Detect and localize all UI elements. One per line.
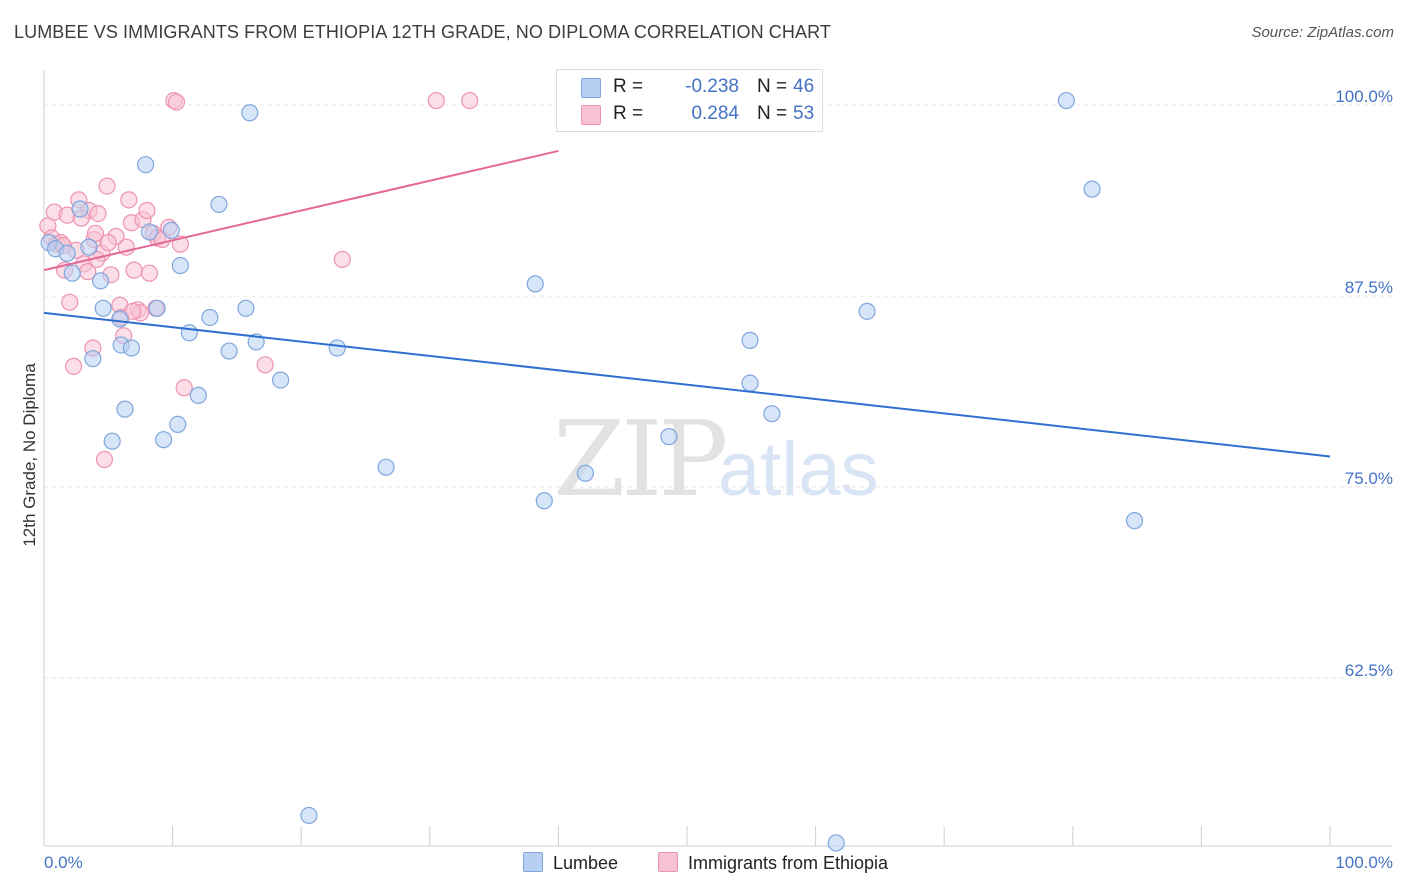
watermark-atlas: atlas	[718, 427, 879, 512]
ethiopia-point	[140, 264, 159, 282]
lumbee-point	[858, 302, 876, 320]
lumbee-point	[122, 339, 141, 357]
lumbee-point	[300, 806, 318, 825]
lumbee-point	[741, 331, 759, 349]
lumbee-point	[94, 299, 112, 317]
x-tick-label: 0.0%	[44, 853, 83, 872]
lumbee-point	[576, 464, 595, 482]
lumbee-point	[80, 238, 98, 256]
lumbee-point	[136, 156, 155, 174]
lumbee-point	[1083, 180, 1101, 198]
r-value: 0.284	[691, 103, 739, 124]
n-value: 53	[793, 103, 815, 124]
ethiopia-point	[125, 261, 143, 279]
chart-title: LUMBEE VS IMMIGRANTS FROM ETHIOPIA 12TH …	[14, 22, 831, 42]
lumbee-swatch	[523, 852, 543, 872]
ethiopia-point	[64, 357, 83, 375]
trend-lines	[43, 149, 1331, 458]
lumbee-point	[763, 405, 781, 423]
r-value: -0.238	[685, 76, 739, 97]
y-tick-label: 62.5%	[1344, 661, 1393, 680]
legend-item-ethiopia: Immigrants from Ethiopia	[658, 852, 888, 874]
lumbee-point	[71, 200, 89, 218]
lumbee-point	[58, 244, 76, 262]
n-value: 46	[793, 76, 815, 97]
x-tick-label: 100.0%	[1335, 853, 1393, 872]
lumbee-point	[148, 299, 166, 317]
lumbee-point	[140, 223, 159, 241]
lumbee-point	[377, 458, 395, 476]
lumbee-point	[189, 386, 207, 404]
ethiopia-point	[427, 91, 445, 110]
lumbee-point	[237, 299, 255, 317]
lumbee-trend-line	[43, 311, 1331, 458]
source-credit: Source: ZipAtlas.com	[1251, 24, 1394, 41]
r-label: R =	[613, 76, 644, 97]
lumbee-point	[116, 400, 134, 418]
lumbee-point	[111, 310, 129, 328]
legend-label: Immigrants from Ethiopia	[688, 853, 889, 873]
ethiopia-trend-line	[43, 149, 559, 272]
axes	[43, 70, 1392, 847]
ethiopia-point	[99, 234, 117, 252]
gridlines	[44, 104, 1392, 679]
lumbee-point	[154, 431, 173, 449]
lumbee-point	[660, 428, 678, 446]
r-label: R =	[613, 103, 644, 124]
lumbee-point	[1057, 91, 1075, 110]
ethiopia-swatch	[658, 852, 678, 872]
y-axis-label: 12th Grade, No Diploma	[20, 363, 39, 547]
ethiopia-point	[138, 201, 156, 220]
ethiopia-point	[86, 224, 105, 243]
lumbee-point	[180, 324, 198, 342]
lumbee-point	[84, 350, 102, 368]
ethiopia-point	[124, 302, 142, 320]
stats-legend: R = -0.238 N = 46 R = 0.284 N = 53	[556, 69, 823, 132]
lumbee-swatch	[581, 78, 601, 98]
ethiopia-point	[95, 450, 114, 469]
lumbee-point	[526, 275, 544, 293]
lumbee-point	[272, 371, 290, 389]
ethiopia-point	[175, 379, 193, 397]
lumbee-point	[201, 308, 219, 327]
lumbee-point	[741, 374, 759, 392]
lumbee-point	[103, 432, 121, 450]
watermark-zip: ZIP	[553, 398, 728, 520]
lumbee-point	[535, 492, 553, 510]
ethiopia-point	[333, 250, 351, 269]
n-label: N =	[757, 103, 788, 124]
lumbee-point	[1125, 512, 1144, 530]
ethiopia-point	[461, 91, 479, 110]
lumbee-point	[162, 221, 180, 239]
lumbee-point	[169, 415, 187, 433]
ethiopia-point	[256, 356, 274, 374]
legend-item-lumbee: Lumbee	[523, 852, 618, 874]
ethiopia-point	[61, 293, 79, 311]
lumbee-point	[91, 272, 110, 290]
ethiopia-swatch	[581, 105, 601, 125]
y-tick-label: 75.0%	[1344, 469, 1393, 488]
ethiopia-point	[167, 93, 186, 111]
lumbee-point	[328, 339, 346, 357]
ethiopia-point	[120, 191, 138, 209]
lumbee-point	[210, 195, 228, 214]
lumbee-point	[827, 834, 845, 852]
n-label: N =	[757, 76, 788, 97]
y-tick-label: 100.0%	[1335, 87, 1393, 106]
y-tick-label: 87.5%	[1344, 278, 1393, 297]
legend-label: Lumbee	[553, 853, 619, 873]
lumbee-points	[40, 91, 1144, 852]
ethiopia-point	[98, 177, 116, 195]
lumbee-point	[171, 256, 189, 275]
lumbee-point	[241, 104, 259, 122]
lumbee-point	[63, 264, 81, 282]
lumbee-point	[220, 342, 238, 360]
ethiopia-point	[89, 204, 107, 223]
